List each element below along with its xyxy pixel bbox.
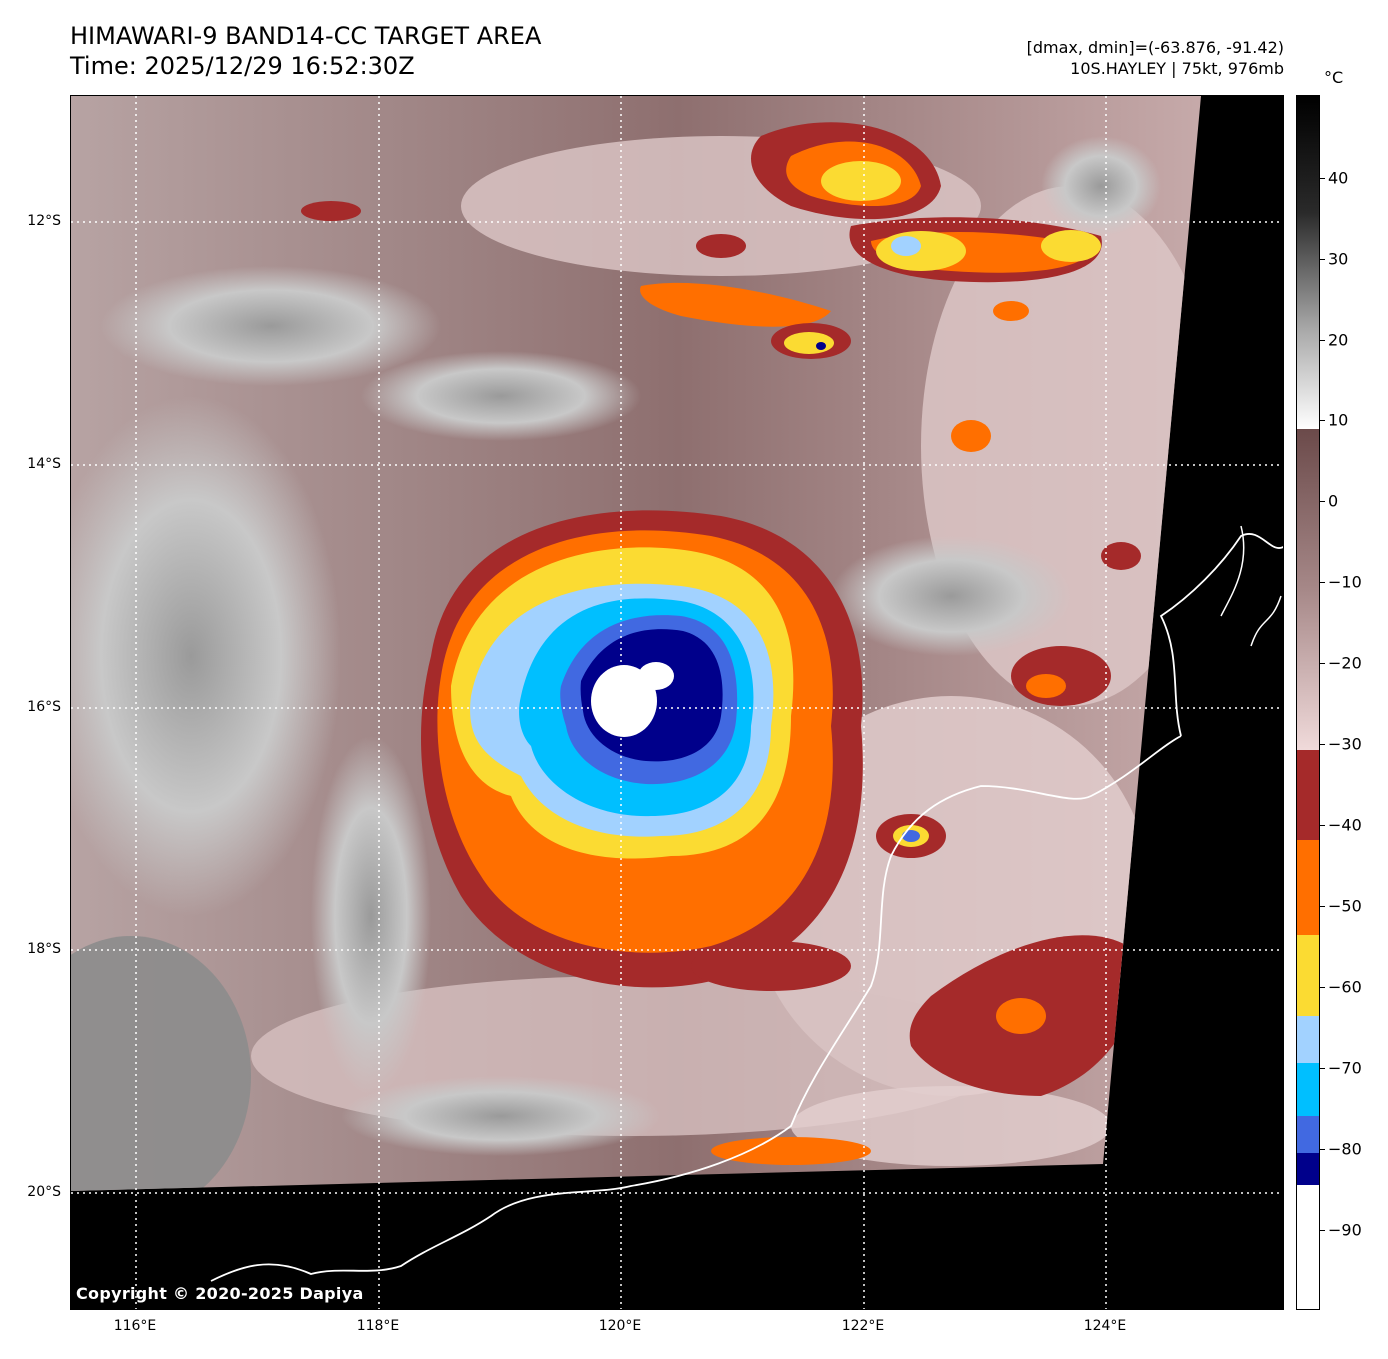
- colorbar-label-minus10: −10: [1328, 572, 1362, 592]
- lat-label-12s: 12°S: [27, 213, 61, 229]
- colorbar-label-minus50: −50: [1328, 896, 1362, 916]
- lon-label-118e: 118°E: [356, 1318, 400, 1334]
- colorbar-unit: °C: [1324, 68, 1344, 87]
- colorbar-label-30: 30: [1328, 249, 1349, 269]
- colorbar-tick: [1320, 501, 1325, 502]
- colorbar-tick: [1320, 663, 1325, 664]
- colorbar-label-minus20: −20: [1328, 653, 1362, 673]
- colorbar-tick: [1320, 825, 1325, 826]
- lon-label-124e: 124°E: [1083, 1318, 1127, 1334]
- lat-label-20s: 20°S: [27, 1184, 61, 1200]
- colorbar-tick: [1320, 340, 1325, 341]
- lat-label-18s: 18°S: [27, 941, 61, 957]
- lon-label-122e: 122°E: [841, 1318, 885, 1334]
- colorbar-tick: [1320, 1068, 1325, 1069]
- colorbar-tick: [1320, 744, 1325, 745]
- colorbar-label-40: 40: [1328, 168, 1349, 188]
- colorbar-label-minus30: −30: [1328, 734, 1362, 754]
- colorbar: [1296, 95, 1320, 1310]
- colorbar-label-minus60: −60: [1328, 977, 1362, 997]
- colorbar-label-minus40: −40: [1328, 815, 1362, 835]
- copyright-text: Copyright © 2020-2025 Dapiya: [76, 1284, 364, 1303]
- colorbar-label-minus90: −90: [1328, 1220, 1362, 1240]
- graticule: [71, 96, 1283, 1309]
- lon-label-120e: 120°E: [598, 1318, 642, 1334]
- colorbar-label-20: 20: [1328, 330, 1349, 350]
- colorbar-gradient: [1297, 96, 1319, 1309]
- satellite-map: Copyright © 2020-2025 Dapiya: [70, 95, 1284, 1310]
- colorbar-tick: [1320, 1149, 1325, 1150]
- colorbar-tick: [1320, 582, 1325, 583]
- range-info: [dmax, dmin]=(-63.876, -91.42): [1026, 38, 1284, 57]
- colorbar-tick: [1320, 178, 1325, 179]
- colorbar-label-minus70: −70: [1328, 1058, 1362, 1078]
- lat-label-16s: 16°S: [27, 699, 61, 715]
- satellite-imagery: [71, 96, 1283, 1309]
- colorbar-tick: [1320, 420, 1325, 421]
- storm-info: 10S.HAYLEY | 75kt, 976mb: [1070, 59, 1284, 78]
- colorbar-tick: [1320, 906, 1325, 907]
- colorbar-label-minus80: −80: [1328, 1139, 1362, 1159]
- colorbar-tick: [1320, 1230, 1325, 1231]
- colorbar-label-10: 10: [1328, 410, 1349, 430]
- lat-label-14s: 14°S: [27, 456, 61, 472]
- ir-data-region: [71, 96, 1201, 1191]
- chart-title: HIMAWARI-9 BAND14-CC TARGET AREA: [70, 22, 542, 50]
- lon-label-116e: 116°E: [113, 1318, 157, 1334]
- colorbar-label-0: 0: [1328, 491, 1339, 511]
- colorbar-tick: [1320, 987, 1325, 988]
- timestamp: Time: 2025/12/29 16:52:30Z: [70, 52, 415, 80]
- colorbar-tick: [1320, 259, 1325, 260]
